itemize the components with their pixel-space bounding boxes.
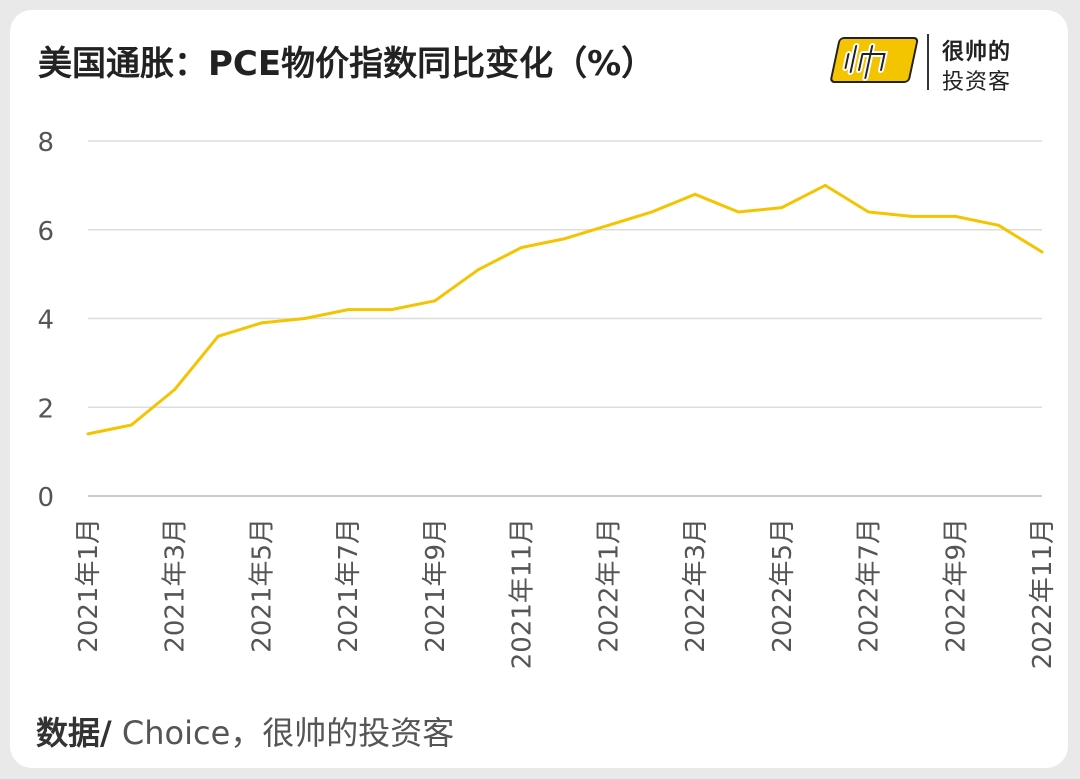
chart-card [10, 10, 1068, 768]
x-tick-label: 2022年3月 [681, 518, 711, 653]
series-layer [86, 183, 1044, 436]
data-point [1040, 250, 1044, 254]
x-tick-label: 2022年1月 [594, 518, 624, 653]
data-point [173, 388, 177, 391]
chart-title: 美国通胀：PCE物价指数同比变化（%） [38, 44, 656, 84]
data-point [736, 210, 740, 214]
y-tick-label: 2 [37, 394, 54, 424]
data-point [433, 299, 437, 303]
data-point [303, 317, 307, 320]
data-point [606, 223, 610, 227]
x-axis-ticks: 2021年1月 2021年3月 2021年5月 2021年7月 2021年9月 2021年… [74, 518, 1058, 669]
data-point [650, 210, 654, 214]
x-tick-label: 2022年7月 [855, 518, 885, 653]
y-axis-ticks: 0 2 4 6 8 [37, 128, 54, 513]
x-tick-label: 2021年9月 [421, 518, 451, 653]
data-point [910, 214, 914, 218]
source-text: Choice，很帅的投资客 [111, 714, 455, 752]
data-point [216, 334, 220, 338]
x-tick-label: 2021年1月 [74, 518, 104, 653]
logo-line-2: 投资客 [942, 70, 1012, 95]
x-tick-label: 2022年9月 [941, 518, 971, 653]
x-tick-label: 2021年7月 [334, 518, 364, 653]
data-source-note: 数据/ Choice，很帅的投资客 [36, 708, 454, 754]
grid-lines [88, 140, 1042, 497]
y-tick-label: 0 [37, 483, 54, 513]
data-point [823, 183, 827, 187]
data-point [259, 321, 263, 325]
data-point [867, 210, 871, 214]
logo-divider [927, 34, 929, 90]
data-point [476, 268, 480, 272]
y-tick-label: 4 [37, 306, 54, 336]
y-tick-label: 8 [37, 128, 54, 158]
data-point [86, 432, 90, 436]
data-point [129, 423, 133, 427]
data-point [693, 192, 697, 196]
logo-line-1: 很帅的 [942, 40, 1012, 65]
source-label: 数据/ [36, 714, 112, 752]
x-tick-label: 2021年3月 [161, 518, 191, 653]
y-tick-label: 6 [37, 217, 54, 247]
data-point [563, 237, 567, 241]
x-tick-label: 2021年5月 [247, 518, 277, 653]
series-line [87, 183, 1043, 436]
data-point [390, 308, 394, 312]
data-point [997, 223, 1001, 227]
brand-logo: 很帅的 投资客 [820, 28, 1040, 98]
x-tick-label: 2022年5月 [768, 518, 798, 653]
data-point [953, 214, 957, 218]
shuai-logo-icon [830, 37, 919, 83]
x-tick-label: 2022年11月 [1028, 518, 1058, 669]
data-point [520, 246, 524, 249]
x-tick-label: 2021年11月 [508, 518, 538, 669]
data-point [346, 308, 350, 312]
data-point [780, 206, 784, 210]
